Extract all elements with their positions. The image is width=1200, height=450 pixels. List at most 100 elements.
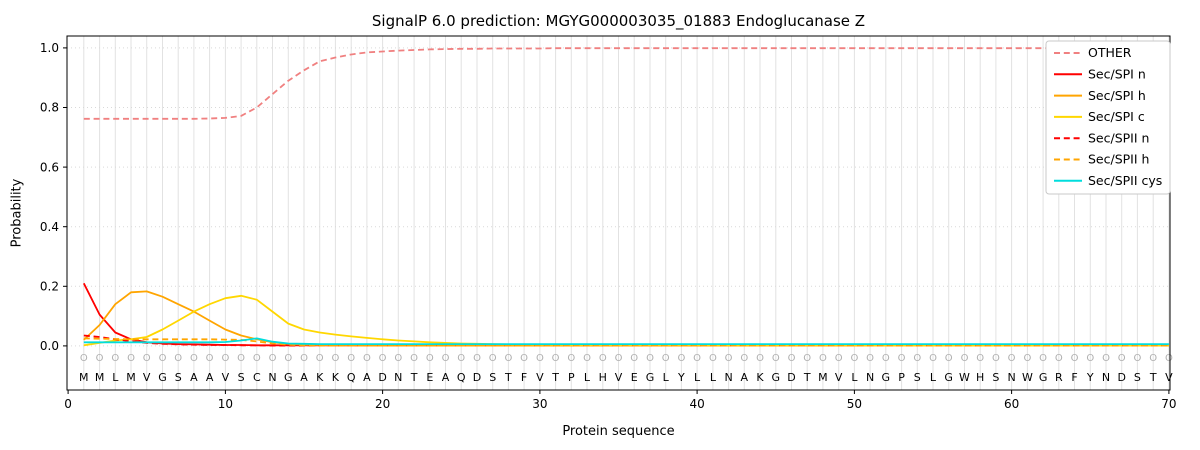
sequence-residue: G [158,371,167,384]
x-tick-label: 30 [532,397,547,411]
position-label: O [80,353,88,364]
position-label: O [992,353,1000,364]
position-label: O [300,353,308,364]
position-label: O [504,353,512,364]
position-label: O [442,353,450,364]
sequence-residue: D [787,371,795,384]
sequence-residue: A [741,371,749,384]
sequence-residue: F [521,371,527,384]
sequence-residue: A [363,371,371,384]
y-tick-label: 0.4 [40,220,59,234]
sequence-residue: N [866,371,874,384]
position-label: O [630,353,638,364]
position-label: O [190,353,198,364]
sequence-residue: Y [677,371,685,384]
position-label: O [316,353,324,364]
sequence-residue: G [944,371,953,384]
legend-label-sec-spi-n: Sec/SPI n [1088,67,1146,82]
position-label: O [536,353,544,364]
series-line-sec-spi-c [83,294,1169,347]
position-label: O [206,353,214,364]
sequence-residue: G [882,371,891,384]
series-line-sec-spi-h [83,290,1169,347]
position-label: O [457,353,465,364]
sequence-residue: D [378,371,386,384]
sequence-residue: R [1055,371,1063,384]
position-label: O [363,353,371,364]
y-axis-label: Probability [9,178,25,248]
legend-label-other: OTHER [1088,45,1132,60]
position-label: O [929,353,937,364]
position-label: O [552,353,560,364]
legend-label-sec-spii-h: Sec/SPII h [1088,152,1149,167]
position-label: O [898,353,906,364]
x-axis-label: Protein sequence [562,424,675,439]
position-label: O [1118,353,1126,364]
position-label: O [1149,353,1157,364]
sequence-residue: A [300,371,308,384]
position-label: O [1165,353,1173,364]
sequence-residue: T [410,371,418,384]
series-line-sec-spii-h [83,337,1169,347]
sequence-residue: S [175,371,182,384]
legend-label-sec-spi-h: Sec/SPI h [1088,88,1146,103]
sequence-residue: V [143,371,151,384]
x-tick-label: 40 [689,397,704,411]
position-label: O [677,353,685,364]
sequence-residue: V [222,371,230,384]
sequence-residue: L [584,371,591,384]
position-label: O [599,353,607,364]
position-label: O [111,353,119,364]
sequence-residue: P [898,371,905,384]
sequence-residue: D [1117,371,1125,384]
position-label: O [850,353,858,364]
sequence-residue: K [756,371,764,384]
position-label: O [740,353,748,364]
sequence-residue: V [615,371,623,384]
position-label: O [709,353,717,364]
sequence-residue: M [126,371,136,384]
position-label: O [788,353,796,364]
sequence-residue: S [992,371,999,384]
position-label: O [567,353,575,364]
position-label: O [1102,353,1110,364]
legend-label-sec-spi-c: Sec/SPI c [1088,109,1145,124]
sequence-residue: L [710,371,717,384]
sequence-residue: V [536,371,544,384]
position-label: O [269,353,277,364]
sequence-residue: S [1134,371,1141,384]
sequence-residue: L [851,371,858,384]
position-label: O [394,353,402,364]
sequence-residue: N [724,371,732,384]
position-label: O [347,353,355,364]
legend-label-sec-spii-cys: Sec/SPII cys [1088,173,1162,188]
position-label: O [284,353,292,364]
position-label: O [835,353,843,364]
sequence-residue: C [253,371,261,384]
position-label: O [693,353,701,364]
sequence-residue: L [112,371,119,384]
position-label: O [662,353,670,364]
sequence-residue: P [568,371,575,384]
sequence-residue: F [1071,371,1077,384]
sequence-residue: N [268,371,276,384]
position-label: O [976,353,984,364]
position-label: O [127,353,135,364]
position-label: O [237,353,245,364]
sequence-residue: K [332,371,340,384]
sequence-residue: E [631,371,638,384]
sequence-residue: E [426,371,433,384]
sequence-residue: W [1022,371,1033,384]
position-label: O [426,353,434,364]
legend-box [1045,40,1171,195]
sequence-residue: V [835,371,843,384]
sequence-residue: L [930,371,937,384]
y-tick-label: 0.8 [40,101,59,115]
position-label: O [174,353,182,364]
position-label: O [756,353,764,364]
sequence-residue: Y [1086,371,1094,384]
position-label: O [1055,353,1063,364]
sequence-residue: L [694,371,701,384]
